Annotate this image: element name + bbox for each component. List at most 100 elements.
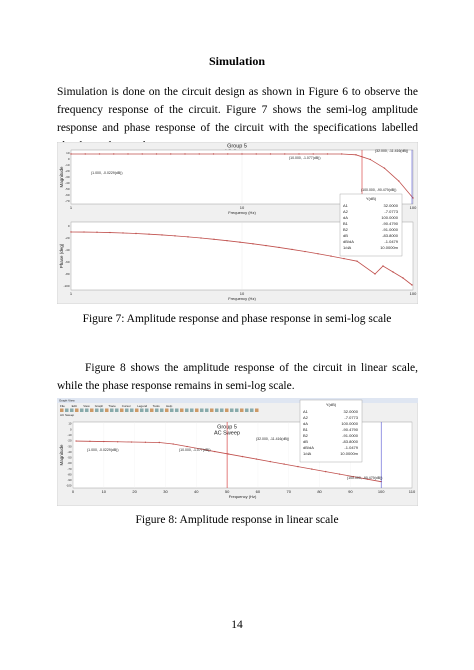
x-tick-label: 10 <box>240 291 245 296</box>
annotation: (100.000, -90.479(dB)) <box>361 188 396 192</box>
point <box>98 153 101 155</box>
toolbar-icon <box>235 408 239 412</box>
toolbar-icon <box>245 408 249 412</box>
x-tick-label: 100 <box>410 291 417 296</box>
point <box>130 441 133 443</box>
y-tick-label: -100 <box>66 484 72 488</box>
toolbar-icon <box>110 408 114 412</box>
cursor-label: dB <box>343 233 348 238</box>
cursor-label: dB <box>303 439 308 444</box>
cursor-value: -91.0000 <box>342 433 359 438</box>
cursor-label: A1 <box>303 409 309 414</box>
annotation: (32.000, -11.416(dB)) <box>256 437 289 441</box>
x-tick-label: 40 <box>194 489 199 494</box>
cursor-value: -83.8000 <box>382 233 399 238</box>
title: Group 5 <box>227 143 247 149</box>
y-tick-label: -60 <box>65 193 70 197</box>
point <box>338 473 341 475</box>
point <box>265 244 267 247</box>
toolbar-icon <box>95 408 99 412</box>
point <box>317 253 319 255</box>
cursor-panel <box>299 399 363 463</box>
cursor-value: -1.0479 <box>344 445 358 450</box>
paragraph: Figure 8 shows the amplitude response of… <box>57 362 418 392</box>
point <box>226 239 228 242</box>
y-tick-label: 0 <box>68 157 70 161</box>
menu-item: Legend <box>137 404 147 408</box>
cursor-value: 32.0000 <box>384 203 399 208</box>
point <box>297 465 299 468</box>
point <box>402 277 404 279</box>
annotation: (32.000, -11.416(dB)) <box>375 149 408 153</box>
toolbar-icon <box>175 408 179 412</box>
point <box>172 443 174 445</box>
toolbar-icon <box>90 408 94 412</box>
page-number: 14 <box>231 619 243 631</box>
cursor-value: 100.0000 <box>381 215 398 220</box>
cursor-label: B1 <box>343 221 349 226</box>
y-tick-label: -70 <box>65 199 70 203</box>
cursor-value: 32.0000 <box>344 409 359 414</box>
point <box>200 237 202 239</box>
toolbar-icon <box>210 408 214 412</box>
toolbar-icon <box>255 408 259 412</box>
cursor-value: -90.4790 <box>382 221 399 226</box>
y-tick-label: -90 <box>67 478 71 482</box>
menu-item: Tools <box>153 404 161 408</box>
y-tick-label: -40 <box>65 248 70 252</box>
x-tick-label: 20 <box>132 489 137 494</box>
point <box>158 441 160 444</box>
figure-7: Group 5AC Sweep100-10-20-30-40-50-60-701… <box>57 142 418 304</box>
point <box>311 468 313 470</box>
heading: Simulation <box>208 54 265 68</box>
point <box>374 273 376 275</box>
toolbar-icon <box>65 408 69 412</box>
point <box>398 180 400 182</box>
y-tick-label: -20 <box>67 439 71 443</box>
toolbar-icon <box>135 408 139 412</box>
point <box>109 231 111 234</box>
toolbar-icon <box>80 408 84 412</box>
annotation: (1.000, -0.0229(dB)) <box>91 171 123 175</box>
toolbar-icon <box>225 408 229 412</box>
x-tick-label: 0 <box>72 489 75 494</box>
y-tick-label: -70 <box>67 467 71 471</box>
point <box>184 153 186 155</box>
y-tick-label: -10 <box>65 163 70 167</box>
point <box>343 257 345 260</box>
point <box>141 153 143 155</box>
cursor-label: B2 <box>303 433 309 438</box>
x-tick-label: 90 <box>348 489 353 494</box>
cursor-label: A1 <box>343 203 349 208</box>
y-tick-label: -40 <box>67 450 71 454</box>
point <box>127 153 129 155</box>
y-tick-label: 0 <box>68 224 70 228</box>
cursor-label: dB/dA <box>343 239 354 244</box>
y-tick-label: -50 <box>67 456 71 460</box>
point <box>89 440 91 442</box>
y-tick-label: -80 <box>67 472 71 476</box>
toolbar-icon <box>115 408 119 412</box>
point <box>352 475 355 478</box>
point <box>284 153 286 155</box>
toolbar-icon <box>250 408 254 412</box>
toolbar-icon <box>185 408 189 412</box>
cursor-value: 10.0000m <box>340 451 358 456</box>
cursor-value: 100.0000 <box>341 421 358 426</box>
point <box>135 232 137 235</box>
point <box>186 445 188 448</box>
y-tick-label: -40 <box>65 181 70 185</box>
cursor-value: -83.8000 <box>342 439 359 444</box>
cursor-label: dA <box>343 215 348 220</box>
toolbar-icon <box>180 408 184 412</box>
toolbar-icon <box>195 408 199 412</box>
point <box>255 153 257 155</box>
toolbar-icon <box>140 408 144 412</box>
point <box>170 153 172 155</box>
point <box>227 153 229 155</box>
point <box>383 167 386 169</box>
menu-item: File <box>60 404 65 408</box>
x-tick-label: 70 <box>287 489 292 494</box>
point <box>304 250 306 253</box>
point <box>148 233 150 235</box>
